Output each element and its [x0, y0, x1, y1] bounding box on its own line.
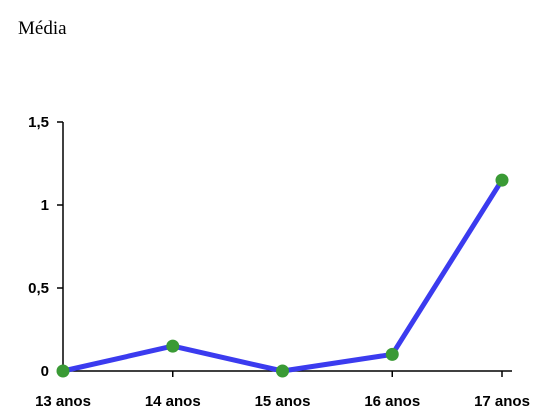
y-ticks: 0 0,5 1 1,5	[28, 114, 63, 380]
x-ticks: 13 anos 14 anos 15 anos 16 anos 17 anos	[35, 371, 530, 410]
x-tick-label: 15 anos	[255, 393, 311, 410]
data-point	[276, 364, 289, 378]
data-point	[495, 173, 509, 187]
x-tick-label: 13 anos	[35, 393, 91, 410]
series-line	[62, 178, 505, 374]
chart-title: Média	[18, 18, 67, 39]
x-tick-label: 14 anos	[145, 393, 201, 410]
series-group	[56, 173, 509, 378]
y-tick-label: 1	[41, 197, 49, 214]
data-point	[385, 347, 399, 361]
y-tick-label: 0,5	[28, 280, 49, 297]
x-tick-label: 16 anos	[364, 393, 420, 410]
x-tick-label: 17 anos	[474, 393, 530, 410]
y-tick-label: 1,5	[28, 114, 49, 131]
y-tick-label: 0	[41, 363, 49, 380]
data-point	[56, 364, 70, 378]
data-point	[166, 339, 180, 353]
